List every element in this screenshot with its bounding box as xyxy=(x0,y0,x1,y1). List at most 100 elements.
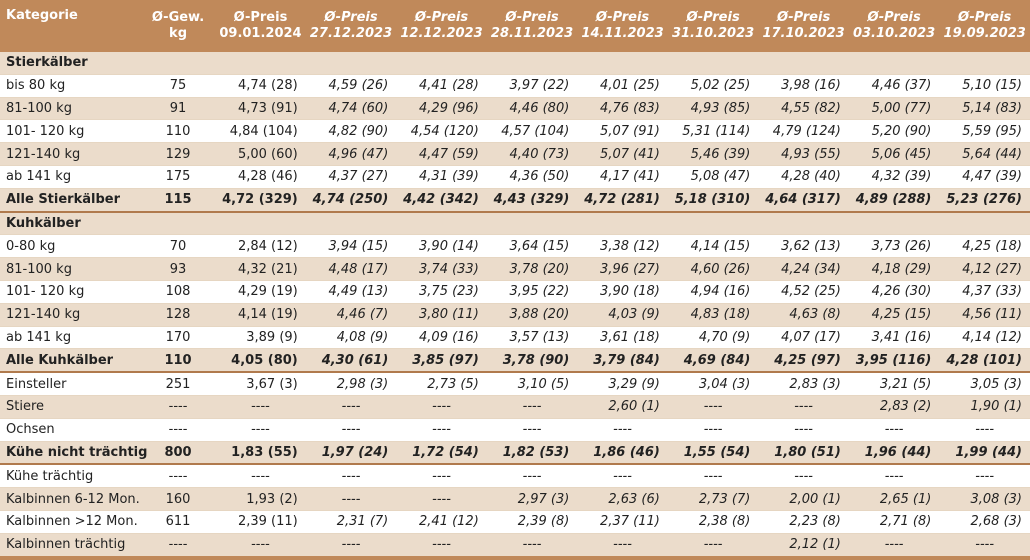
weight-cell: 70 xyxy=(140,234,216,259)
price-cell: 3,05 (3) xyxy=(939,372,1030,396)
price-cell: 4,30 (61) xyxy=(305,348,397,374)
price-cell: 3,90 (18) xyxy=(577,280,668,304)
price-cell: 4,63 (8) xyxy=(758,303,849,327)
price-cell: 2,84 (12) xyxy=(215,234,306,259)
price-cell: 1,72 (54) xyxy=(396,441,487,466)
price-cell: ---- xyxy=(758,464,849,489)
header-line1: Ø-Preis xyxy=(867,10,921,25)
price-cell: 4,52 (25) xyxy=(758,280,849,304)
price-cell: 4,18 (29) xyxy=(848,257,940,281)
price-cell: 4,49 (13) xyxy=(305,280,397,304)
column-header-preis: Ø-Preis 19.09.2023 xyxy=(939,0,1030,52)
weight-cell: 128 xyxy=(140,303,216,327)
row-label: Kalbinnen trächtig xyxy=(0,533,141,560)
section-label: Stierkälber xyxy=(0,52,1030,75)
price-cell: 4,46 (7) xyxy=(305,303,397,327)
price-cell: 5,06 (45) xyxy=(848,142,940,166)
price-cell: 4,60 (26) xyxy=(667,257,759,281)
table-row: Stiere ---- ---- ---- ---- ---- 2,60 (1) ---- --… xyxy=(0,395,1030,419)
price-cell: 3,97 (22) xyxy=(486,74,578,98)
price-cell: ---- xyxy=(577,533,668,560)
price-cell: 4,24 (34) xyxy=(758,257,849,281)
row-label: Alle Kuhkälber xyxy=(0,348,141,374)
table-row: Kalbinnen 6-12 Mon. 160 1,93 (2) ---- ---- 2,… xyxy=(0,487,1030,511)
price-cell: 4,79 (124) xyxy=(758,119,849,144)
price-cell: ---- xyxy=(305,533,397,560)
price-cell: 2,41 (12) xyxy=(396,510,487,534)
header-line1: Ø-Preis xyxy=(505,10,559,25)
price-cell: 4,17 (41) xyxy=(577,165,668,189)
price-cell: 3,29 (9) xyxy=(577,372,668,396)
price-cell: ---- xyxy=(667,464,759,489)
price-cell: 4,73 (91) xyxy=(215,97,306,121)
price-cell: 1,96 (44) xyxy=(848,441,940,466)
row-label: 121-140 kg xyxy=(0,142,141,166)
table-row: bis 80 kg 75 4,74 (28) 4,59 (26) 4,41 (28) 3,… xyxy=(0,74,1030,98)
row-label: 0-80 kg xyxy=(0,234,141,259)
price-cell: 4,74 (60) xyxy=(305,97,397,121)
price-cell: 3,80 (11) xyxy=(396,303,487,327)
price-cell: 3,95 (22) xyxy=(486,280,578,304)
price-cell: 4,55 (82) xyxy=(758,97,849,121)
price-cell: 4,08 (9) xyxy=(305,326,397,350)
price-cell: 1,99 (44) xyxy=(939,441,1030,466)
column-header-preis: Ø-Preis 12.12.2023 xyxy=(396,0,487,52)
row-label: Ochsen xyxy=(0,418,141,442)
price-cell: 4,72 (281) xyxy=(577,188,668,213)
price-cell: 4,42 (342) xyxy=(396,188,487,213)
price-cell: ---- xyxy=(577,418,668,442)
price-cell: ---- xyxy=(215,533,306,560)
price-cell: 4,56 (11) xyxy=(939,303,1030,327)
price-cell: 4,07 (17) xyxy=(758,326,849,350)
price-cell: 3,21 (5) xyxy=(848,372,940,396)
column-header-preis: Ø-Preis 31.10.2023 xyxy=(667,0,759,52)
price-cell: 2,12 (1) xyxy=(758,533,849,560)
price-cell: 5,10 (15) xyxy=(939,74,1030,98)
price-cell: 2,83 (2) xyxy=(848,395,940,419)
price-cell: 2,39 (11) xyxy=(215,510,306,534)
price-cell: 5,07 (41) xyxy=(577,142,668,166)
column-header-preis: Ø-Preis 17.10.2023 xyxy=(758,0,849,52)
total-row: Alle Stierkälber 115 4,72 (329) 4,74 (250) 4… xyxy=(0,188,1030,213)
column-header-preis: Ø-Preis 03.10.2023 xyxy=(848,0,940,52)
price-cell: 4,76 (83) xyxy=(577,97,668,121)
table-body: Stierkälber bis 80 kg 75 4,74 (28) 4,59 (26)… xyxy=(0,52,1030,560)
price-cell: 4,70 (9) xyxy=(667,326,759,350)
price-cell: 3,78 (20) xyxy=(486,257,578,281)
weight-cell: 108 xyxy=(140,280,216,304)
price-cell: 1,80 (51) xyxy=(758,441,849,466)
weight-cell: 251 xyxy=(140,372,216,396)
weight-cell: 160 xyxy=(140,487,216,511)
price-cell: ---- xyxy=(486,395,578,419)
price-cell: 4,93 (85) xyxy=(667,97,759,121)
price-cell: ---- xyxy=(215,418,306,442)
table-row: 0-80 kg 70 2,84 (12) 3,94 (15) 3,90 (14) 3,64… xyxy=(0,234,1030,259)
price-cell: 2,37 (11) xyxy=(577,510,668,534)
price-cell: 4,46 (80) xyxy=(486,97,578,121)
table-row: ab 141 kg 175 4,28 (46) 4,37 (27) 4,31 (39) 4… xyxy=(0,165,1030,189)
price-cell: 4,25 (15) xyxy=(848,303,940,327)
row-label: Kalbinnen >12 Mon. xyxy=(0,510,141,534)
price-cell: 3,74 (33) xyxy=(396,257,487,281)
header-line2: 09.01.2024 xyxy=(219,26,302,41)
header-line1: Ø-Preis xyxy=(324,10,378,25)
price-cell: 4,29 (19) xyxy=(215,280,306,304)
price-cell: ---- xyxy=(667,395,759,419)
price-cell: 4,09 (16) xyxy=(396,326,487,350)
price-cell: 4,37 (27) xyxy=(305,165,397,189)
weight-cell: 611 xyxy=(140,510,216,534)
row-label: 81-100 kg xyxy=(0,97,141,121)
price-cell: 5,14 (83) xyxy=(939,97,1030,121)
price-cell: ---- xyxy=(667,418,759,442)
price-cell: 5,59 (95) xyxy=(939,119,1030,144)
price-cell: 4,29 (96) xyxy=(396,97,487,121)
table-row: 101- 120 kg 110 4,84 (104) 4,82 (90) 4,54 (1… xyxy=(0,119,1030,144)
total-row: Alle Kuhkälber 110 4,05 (80) 4,30 (61) 3,85 … xyxy=(0,348,1030,374)
row-label: Alle Stierkälber xyxy=(0,188,141,213)
section-header-row: Stierkälber xyxy=(0,52,1030,75)
weight-cell: 110 xyxy=(140,348,216,374)
price-cell: 4,89 (288) xyxy=(848,188,940,213)
header-line1: Ø-Preis xyxy=(414,10,469,25)
price-cell: 3,38 (12) xyxy=(577,234,668,259)
